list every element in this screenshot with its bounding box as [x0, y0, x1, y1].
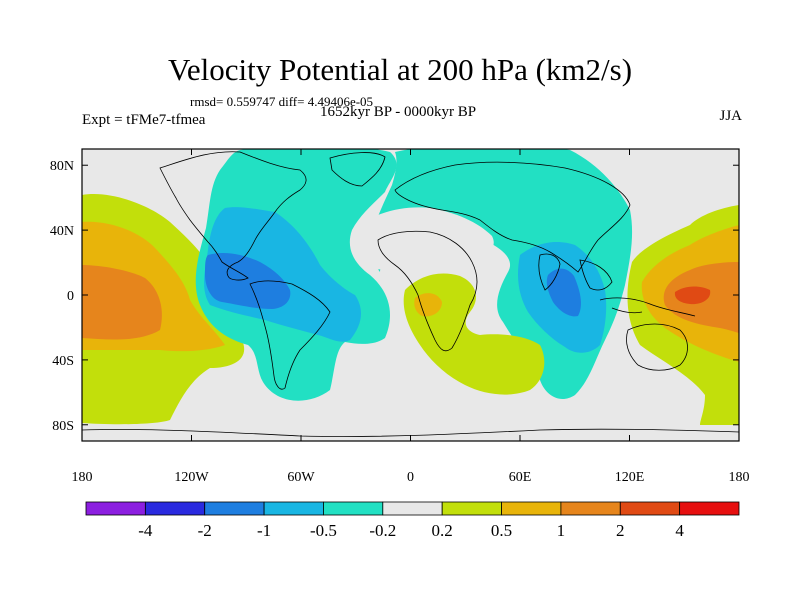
colorbar-swatch — [263, 501, 324, 516]
contour-pacific-east-pos2 — [674, 286, 711, 305]
lon-tick-label: 180 — [72, 470, 93, 485]
longitude-axis: 180 120W 60W 0 60E 120E 180 — [72, 149, 750, 485]
colorbar-swatch — [619, 501, 681, 516]
colorbar-swatch — [204, 501, 265, 516]
colorbar-swatch — [85, 501, 146, 516]
lon-tick-label: 120W — [174, 470, 209, 485]
colorbar-level-label: -0.5 — [310, 521, 337, 540]
map-title: Velocity Potential at 200 hPa (km2/s) — [167, 52, 633, 87]
colorbar-swatch — [560, 501, 621, 516]
latitude-axis: 80N 40N 0 40S 80S — [50, 159, 739, 434]
lon-tick-label: 0 — [407, 470, 414, 485]
lon-tick-label: 120E — [615, 470, 645, 485]
lat-tick-label: 80S — [52, 419, 74, 434]
colorbar-level-label: -0.2 — [369, 521, 396, 540]
colorbar-level-label: 2 — [616, 521, 625, 540]
contour-pacific-west-pos1 — [82, 265, 162, 340]
lon-tick-label: 60E — [509, 470, 532, 485]
coastline-australia — [626, 323, 688, 371]
coastline-south-america — [249, 280, 331, 390]
contour-americas-neg1 — [205, 252, 291, 309]
coastline-eurasia — [394, 161, 631, 273]
colorbar-swatch — [679, 501, 740, 516]
colorbar-swatch — [501, 501, 562, 516]
contour-americas-neg05 — [204, 207, 362, 342]
rmsd-diff-stats: rmsd= 0.559747 diff= 4.49406e-05 — [190, 94, 374, 109]
coastline-antarctica — [82, 428, 739, 437]
contour-fields — [82, 149, 739, 425]
colorbar-level-label: 4 — [675, 521, 684, 540]
coastlines — [82, 151, 739, 437]
colorbar-level-label: -2 — [198, 521, 212, 540]
contour-india-neg1 — [546, 268, 581, 317]
experiment-label: Expt = tFMe7-tfmea — [82, 112, 206, 128]
contour-mediterranean-neutral — [354, 207, 494, 270]
period-label: 1652kyr BP - 0000kyr BP — [320, 104, 477, 120]
contour-angola-pos05 — [414, 293, 442, 317]
lon-tick-label: 180 — [729, 470, 750, 485]
colorbar-level-label: 0.2 — [432, 521, 453, 540]
coastline-africa — [377, 230, 478, 352]
coastline-north-america — [159, 151, 307, 281]
colorbar-level-label: 1 — [557, 521, 566, 540]
colorbar-swatch — [323, 501, 384, 516]
lat-tick-label: 40N — [50, 224, 74, 239]
colorbar-level-label: 0.5 — [491, 521, 512, 540]
lon-tick-label: 60W — [287, 470, 315, 485]
colorbar: -4 -2 -1 -0.5 -0.2 0.2 0.5 1 2 4 — [85, 501, 740, 540]
coastline-se-asia — [579, 259, 613, 291]
season-label: JJA — [719, 108, 742, 124]
coastline-greenland — [329, 152, 386, 187]
colorbar-swatch — [441, 501, 502, 516]
colorbar-swatch — [144, 501, 206, 516]
coastline-india — [538, 253, 561, 291]
colorbar-level-label: -4 — [138, 521, 153, 540]
colorbar-level-label: -1 — [257, 521, 271, 540]
lat-tick-label: 80N — [50, 159, 74, 174]
lat-tick-label: 40S — [52, 354, 74, 369]
coastline-maritime-continent — [599, 297, 696, 317]
colorbar-swatch — [382, 501, 443, 516]
lat-tick-label: 0 — [67, 289, 74, 304]
